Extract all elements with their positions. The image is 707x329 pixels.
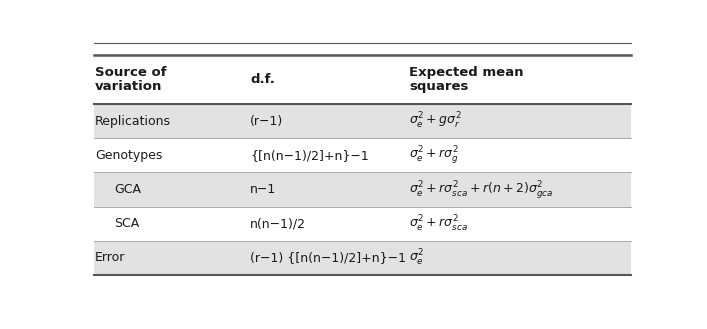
Text: n(n−1)/2: n(n−1)/2 bbox=[250, 217, 306, 230]
Text: n−1: n−1 bbox=[250, 183, 276, 196]
Text: squares: squares bbox=[409, 80, 468, 93]
Text: {[n(n−1)/2]+n}−1: {[n(n−1)/2]+n}−1 bbox=[250, 149, 369, 162]
Text: $\sigma_e^2+r\sigma_g^2$: $\sigma_e^2+r\sigma_g^2$ bbox=[409, 144, 459, 166]
Text: Replications: Replications bbox=[95, 115, 171, 128]
Bar bbox=[94, 104, 631, 138]
Text: $\sigma_e^2+g\sigma_r^2$: $\sigma_e^2+g\sigma_r^2$ bbox=[409, 111, 462, 131]
Text: variation: variation bbox=[95, 80, 163, 93]
Text: (r−1): (r−1) bbox=[250, 115, 284, 128]
Text: (r−1) {[n(n−1)/2]+n}−1: (r−1) {[n(n−1)/2]+n}−1 bbox=[250, 251, 406, 265]
Text: $\sigma_e^2$: $\sigma_e^2$ bbox=[409, 248, 424, 268]
Text: Expected mean: Expected mean bbox=[409, 66, 523, 79]
Bar bbox=[94, 241, 631, 275]
Text: $\sigma_e^2+r\sigma_{sca}^2$: $\sigma_e^2+r\sigma_{sca}^2$ bbox=[409, 214, 468, 234]
Text: Genotypes: Genotypes bbox=[95, 149, 163, 162]
Text: Source of: Source of bbox=[95, 66, 167, 79]
Text: Error: Error bbox=[95, 251, 125, 265]
Text: GCA: GCA bbox=[114, 183, 141, 196]
Text: $\sigma_e^2+r\sigma_{sca}^2+r(n+2)\sigma_{gca}^2$: $\sigma_e^2+r\sigma_{sca}^2+r(n+2)\sigma… bbox=[409, 179, 554, 201]
Text: d.f.: d.f. bbox=[250, 73, 275, 86]
Bar bbox=[94, 172, 631, 207]
Text: SCA: SCA bbox=[114, 217, 139, 230]
